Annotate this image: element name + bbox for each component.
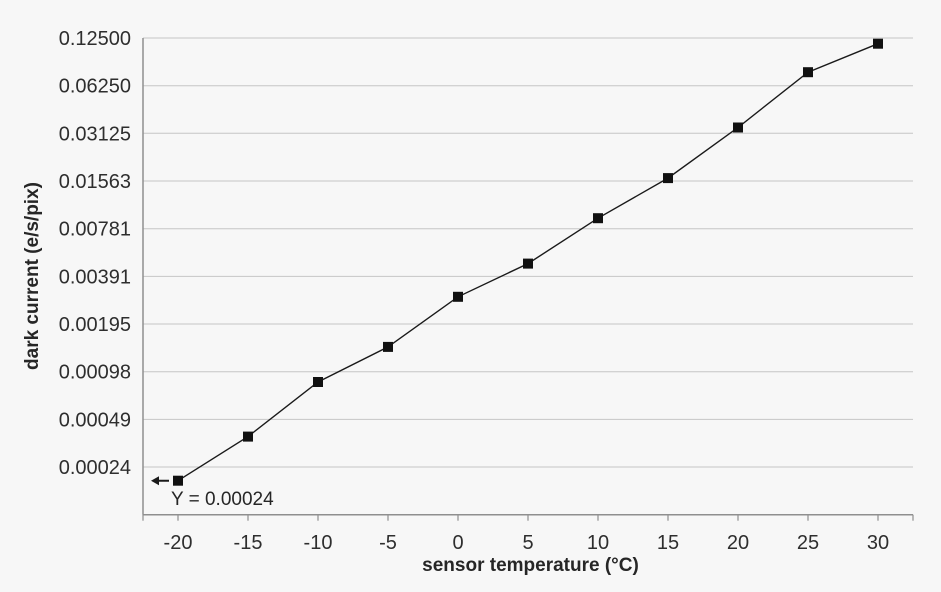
y-tick-labels: 0.12500 0.06250 0.03125 0.01563 0.00781 0.003…	[59, 28, 131, 479]
y-tick-label: 0.06250	[59, 76, 131, 98]
x-tick-label: -10	[304, 532, 333, 554]
x-axis-title: sensor temperature (°C)	[422, 555, 639, 576]
y-tick-label: 0.01563	[59, 171, 131, 193]
y-tick-label: 0.00781	[59, 219, 131, 241]
x-tick-label: 5	[522, 532, 533, 554]
data-point-marker	[313, 377, 323, 387]
y-tick-label: 0.00195	[59, 314, 131, 336]
y-axis-title: dark current (e/s/pix)	[22, 182, 43, 370]
data-point-marker	[593, 213, 603, 224]
data-point-marker	[663, 173, 673, 184]
data-point-marker	[173, 475, 183, 486]
x-tick-label: 20	[727, 532, 749, 554]
x-tick-label: 30	[867, 532, 889, 554]
data-point-marker	[733, 122, 743, 133]
x-tick-label: 10	[587, 532, 609, 554]
y-tick-label: 0.00024	[59, 457, 131, 479]
data-point-marker	[523, 258, 533, 269]
x-tick-label: 25	[797, 532, 819, 554]
y-tick-label: 0.03125	[59, 123, 131, 145]
y-tick-label: 0.00391	[59, 266, 131, 288]
annotation-arrow	[151, 476, 169, 486]
x-tick-label: -20	[164, 532, 193, 554]
data-point-marker	[453, 291, 463, 302]
x-tick-label: -5	[379, 532, 397, 554]
y-tick-label: 0.12500	[59, 28, 131, 50]
annotation-text: Y = 0.00024	[171, 489, 274, 510]
x-tick-label: 15	[657, 532, 679, 554]
x-tick-label: 0	[452, 532, 463, 554]
y-tick-label: 0.00049	[59, 409, 131, 431]
x-tick-labels: -20 -15 -10 -5 0 5 10 15 20 25 30	[164, 532, 890, 554]
data-point-marker	[243, 431, 253, 442]
data-points	[173, 38, 883, 486]
x-tick-label: -15	[234, 532, 263, 554]
data-point-marker	[803, 67, 813, 78]
data-point-marker	[873, 38, 883, 49]
arrow-head-icon	[151, 476, 159, 486]
axes	[142, 38, 914, 521]
gridlines	[143, 37, 913, 468]
data-point-marker	[383, 341, 393, 352]
y-tick-label: 0.00098	[59, 362, 131, 384]
